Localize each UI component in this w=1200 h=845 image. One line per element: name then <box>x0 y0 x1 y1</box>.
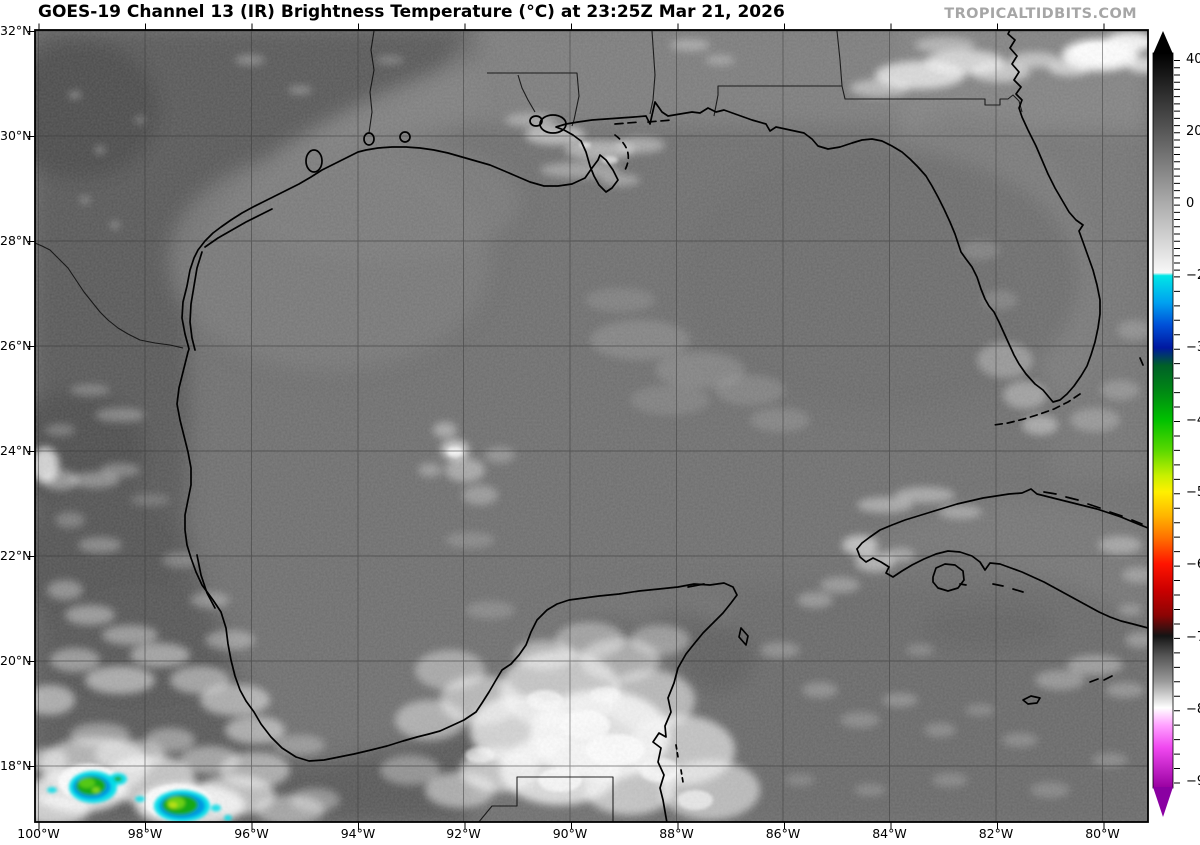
cuba-north-keys <box>1043 491 1143 525</box>
map-imagery <box>35 30 1148 822</box>
lon-tick-label: 98°W <box>127 826 163 841</box>
graticule <box>35 30 1148 822</box>
lon-tick-label: 92°W <box>446 826 481 841</box>
calcasieu-lake <box>399 131 411 143</box>
lon-tick-label: 94°W <box>340 826 376 841</box>
bimini-islands <box>1139 357 1144 366</box>
cuba-north-coast <box>856 488 1148 550</box>
colorbar-tick-label: 40 <box>1186 52 1200 67</box>
cuba-south-coast <box>856 548 1148 629</box>
coastlines <box>176 30 1148 822</box>
watermark: TROPICALTIDBITS.COM <box>944 6 1137 22</box>
sabine-river-border <box>368 30 375 134</box>
lat-tick-label: 22°N <box>0 548 32 563</box>
cayman-brac-little-cayman <box>1089 675 1113 683</box>
map-frame <box>34 29 1149 823</box>
padre-island <box>189 251 203 351</box>
lon-tick-label: 80°W <box>1085 826 1120 841</box>
gulf-mainland-coast <box>176 30 1101 822</box>
colorbar-tick-label: −50 <box>1186 485 1200 500</box>
gulf-islands <box>614 119 673 125</box>
matagorda-island <box>204 208 273 248</box>
lon-tick-label: 100°W <box>17 826 60 841</box>
isla-de-la-juventud <box>932 563 965 592</box>
lat-tick-label: 18°N <box>0 758 32 773</box>
rio-grande-border <box>35 242 184 349</box>
galveston-bay <box>305 149 323 173</box>
holbox-island <box>687 583 705 588</box>
lon-tick-label: 84°W <box>872 826 907 841</box>
cuba-south-keys <box>959 583 1024 593</box>
colorbar-tick-label: −60 <box>1186 557 1200 572</box>
map-title: GOES-19 Channel 13 (IR) Brightness Tempe… <box>38 2 785 22</box>
lat-tick-label: 20°N <box>0 653 32 668</box>
colorbar-tick-label: −40 <box>1186 413 1200 428</box>
colorbar <box>1152 31 1180 817</box>
colorbar-tick-label: −80 <box>1186 702 1200 717</box>
mexico-guatemala-belize-border <box>478 776 614 822</box>
lon-tick-label: 82°W <box>978 826 1014 841</box>
lon-tick-label: 96°W <box>234 826 269 841</box>
grand-cayman <box>1022 695 1041 705</box>
sabine-lake <box>363 132 375 146</box>
laguna-madre-barrier <box>196 554 216 609</box>
lon-tick-label: 88°W <box>659 826 694 841</box>
florida-keys <box>993 393 1081 426</box>
convective-cells <box>47 771 232 822</box>
colorbar-down-arrow <box>1153 787 1173 817</box>
mississippi-river <box>517 74 536 113</box>
alabama-georgia-border <box>836 30 843 87</box>
florida-state-border <box>713 85 1023 117</box>
colorbar-tick-label: 0 <box>1186 196 1195 211</box>
mississippi-alabama-border <box>649 30 656 115</box>
lat-tick-label: 24°N <box>0 443 32 458</box>
lat-tick-label: 30°N <box>0 128 32 143</box>
belize-reef <box>675 744 684 783</box>
lat-tick-label: 28°N <box>0 233 32 248</box>
colorbar-tick-label: −70 <box>1186 630 1200 645</box>
borders <box>35 30 1023 822</box>
cozumel-island <box>738 627 749 646</box>
chandeleur-islands <box>614 134 630 171</box>
colorbar-bar <box>1152 52 1174 789</box>
colorbar-up-arrow <box>1153 31 1173 54</box>
noise-texture-dark <box>35 30 1148 822</box>
lon-tick-label: 90°W <box>552 826 588 841</box>
lat-tick-label: 26°N <box>0 338 32 353</box>
lake-maurepas <box>529 115 543 127</box>
colorbar-tick-label: −30 <box>1186 340 1200 355</box>
colorbar-tick-label: 20 <box>1186 124 1200 139</box>
lon-tick-label: 86°W <box>765 826 801 841</box>
lat-tick-label: 32°N <box>0 23 32 38</box>
colorbar-tick-label: −90 <box>1186 774 1200 789</box>
colorbar-tick-label: −20 <box>1186 268 1200 283</box>
